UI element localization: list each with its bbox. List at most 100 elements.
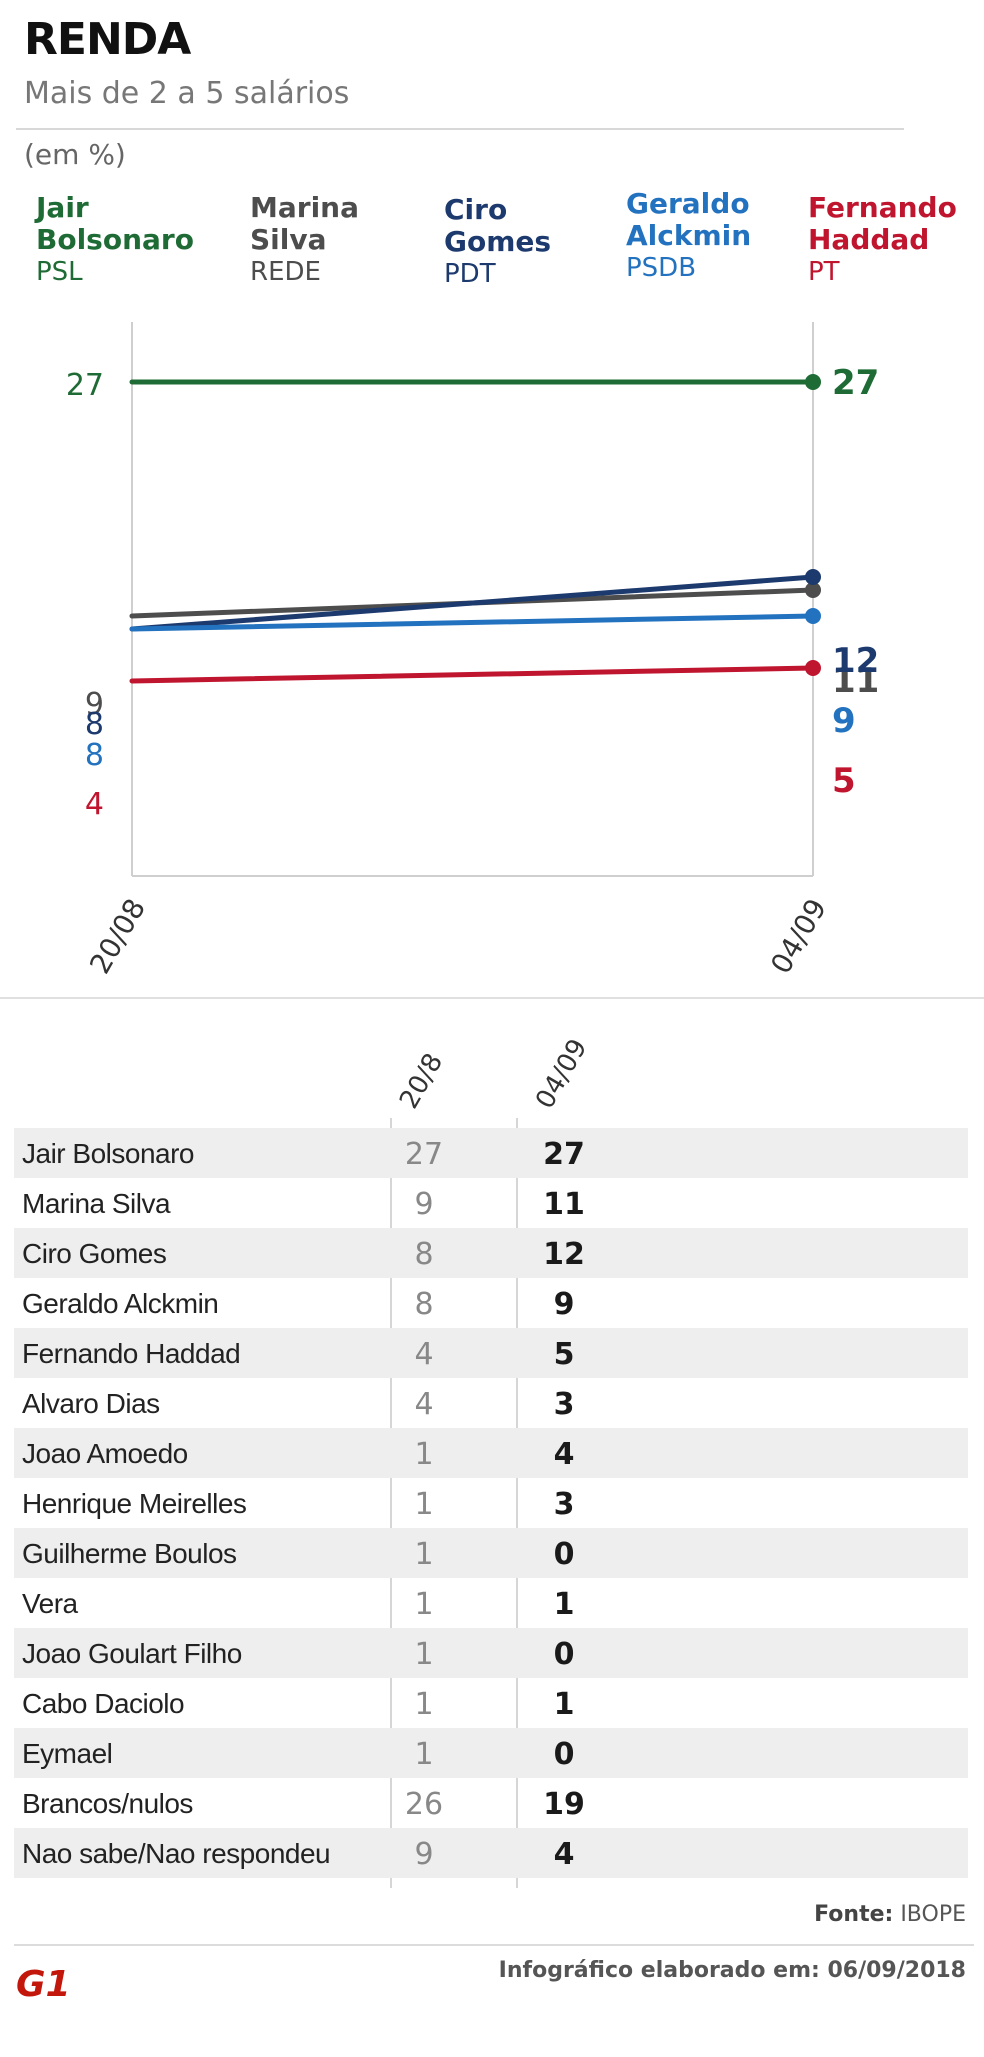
value-04-09: 1	[553, 1687, 575, 1722]
series-end-label: 9	[832, 701, 856, 741]
value-04-09: 9	[553, 1287, 575, 1322]
candidate-name: Cabo Daciolo	[22, 1688, 185, 1719]
series-end-dot	[805, 660, 821, 676]
series-end-label: 27	[832, 363, 879, 403]
value-04-09: 0	[553, 1637, 575, 1672]
table-row: Fernando Haddad 4 5	[14, 1328, 968, 1378]
legend-item-marina: Marina Silva REDE	[250, 192, 360, 288]
legend-party: PSL	[36, 257, 83, 287]
value-04-09: 0	[553, 1537, 575, 1572]
legend-item-ciro: Ciro Gomes PDT	[444, 194, 554, 290]
value-04-09: 0	[553, 1737, 575, 1772]
value-04-09: 12	[543, 1237, 585, 1272]
value-04-09: 27	[543, 1137, 585, 1172]
unit-label: (em %)	[24, 138, 126, 171]
value-20-8: 8	[414, 1287, 434, 1322]
legend-name: Fernando Haddad	[808, 191, 957, 256]
candidate-name: Jair Bolsonaro	[22, 1138, 194, 1169]
table-row: Alvaro Dias 4 3	[14, 1378, 968, 1428]
table-row: Guilherme Boulos 1 0	[14, 1528, 968, 1578]
legend-name: Geraldo Alckmin	[626, 187, 752, 252]
series-end-dot	[805, 608, 821, 624]
legend-party: PDT	[444, 259, 496, 289]
source-label: Fonte:	[814, 1902, 894, 1927]
table-row: Henrique Meirelles 1 3	[14, 1478, 968, 1528]
series-end-dot	[805, 569, 821, 585]
table-row: Brancos/nulos 26 19	[14, 1778, 968, 1828]
value-04-09: 3	[553, 1487, 575, 1522]
table-row: Vera 1 1	[14, 1578, 968, 1628]
series-start-label: 8	[85, 738, 104, 773]
value-20-8: 1	[414, 1637, 434, 1672]
table-row: Marina Silva 9 11	[14, 1178, 968, 1228]
candidate-name: Brancos/nulos	[22, 1788, 193, 1819]
value-04-09: 4	[553, 1437, 575, 1472]
series-start-label: 9	[85, 687, 104, 722]
value-20-8: 26	[404, 1787, 444, 1822]
g1-logo-text: G1	[16, 1964, 71, 2004]
column-divider	[516, 1118, 518, 1888]
value-04-09: 1	[553, 1587, 575, 1622]
series-line	[129, 613, 816, 632]
candidate-name: Henrique Meirelles	[22, 1488, 247, 1519]
value-20-8: 8	[414, 1237, 434, 1272]
value-20-8: 1	[414, 1737, 434, 1772]
table-row: Cabo Daciolo 1 1	[14, 1678, 968, 1728]
series-line	[129, 665, 816, 684]
candidate-name: Joao Amoedo	[22, 1438, 188, 1469]
series-start-label: 27	[66, 368, 104, 403]
candidate-name: Fernando Haddad	[22, 1338, 241, 1369]
page-title: RENDA	[24, 14, 191, 65]
x-tick-label: 04/09	[764, 893, 833, 979]
x-tick-label: 20/08	[83, 893, 152, 979]
legend-item-bolsonaro: Jair Bolsonaro PSL	[36, 191, 194, 288]
value-04-09: 5	[553, 1337, 575, 1372]
series-start-label: 4	[85, 787, 104, 822]
candidate-name: Joao Goulart Filho	[22, 1638, 242, 1669]
column-header-04-09: 04/09	[530, 1034, 594, 1114]
series-end-label: 12	[832, 641, 879, 681]
g1-logo: G1	[16, 1964, 71, 2004]
table-row: Joao Amoedo 1 4	[14, 1428, 968, 1478]
legend-party: PT	[808, 257, 840, 287]
series-end-label: 11	[832, 661, 879, 701]
value-20-8: 4	[414, 1387, 434, 1422]
value-20-8: 1	[414, 1487, 434, 1522]
table-row: Ciro Gomes 8 12	[14, 1228, 968, 1278]
value-20-8: 1	[414, 1437, 434, 1472]
column-header-20-8: 20/8	[394, 1048, 450, 1114]
series-end-dot	[805, 374, 821, 390]
legend-name: Jair Bolsonaro	[36, 191, 194, 256]
table-row: Joao Goulart Filho 1 0	[14, 1628, 968, 1678]
value-04-09: 11	[543, 1187, 585, 1222]
candidate-name: Guilherme Boulos	[22, 1538, 237, 1569]
divider	[16, 128, 904, 130]
results-table: Jair Bolsonaro 27 27 Marina Silva 9 11 Ciro Go…	[14, 1128, 968, 1878]
candidate-name: Eymael	[22, 1738, 113, 1769]
credit-note: Infográfico elaborado em: 06/09/2018	[498, 1958, 966, 1983]
value-20-8: 1	[414, 1587, 434, 1622]
source-note: Fonte: IBOPE	[814, 1902, 966, 1927]
column-divider	[390, 1118, 392, 1888]
legend-item-alckmin: Geraldo Alckmin PSDB	[626, 188, 766, 284]
table-row: Nao sabe/Nao respondeu 9 4	[14, 1828, 968, 1878]
candidate-name: Marina Silva	[22, 1188, 171, 1219]
value-20-8: 1	[414, 1687, 434, 1722]
table-row: Eymael 1 0	[14, 1728, 968, 1778]
value-04-09: 19	[543, 1787, 585, 1822]
divider	[14, 1944, 974, 1946]
value-20-8: 9	[414, 1837, 434, 1872]
value-20-8: 9	[414, 1187, 434, 1222]
page-subtitle: Mais de 2 a 5 salários	[24, 76, 350, 111]
series-line	[129, 574, 816, 632]
legend-party: REDE	[250, 257, 321, 287]
candidate-name: Nao sabe/Nao respondeu	[22, 1838, 331, 1869]
legend-name: Ciro Gomes	[444, 193, 552, 258]
legend-name: Marina Silva	[250, 191, 359, 256]
value-04-09: 3	[553, 1387, 575, 1422]
candidate-name: Ciro Gomes	[22, 1238, 167, 1269]
source-name: IBOPE	[900, 1902, 966, 1927]
table-row: Jair Bolsonaro 27 27	[14, 1128, 968, 1178]
candidate-name: Vera	[22, 1588, 78, 1619]
